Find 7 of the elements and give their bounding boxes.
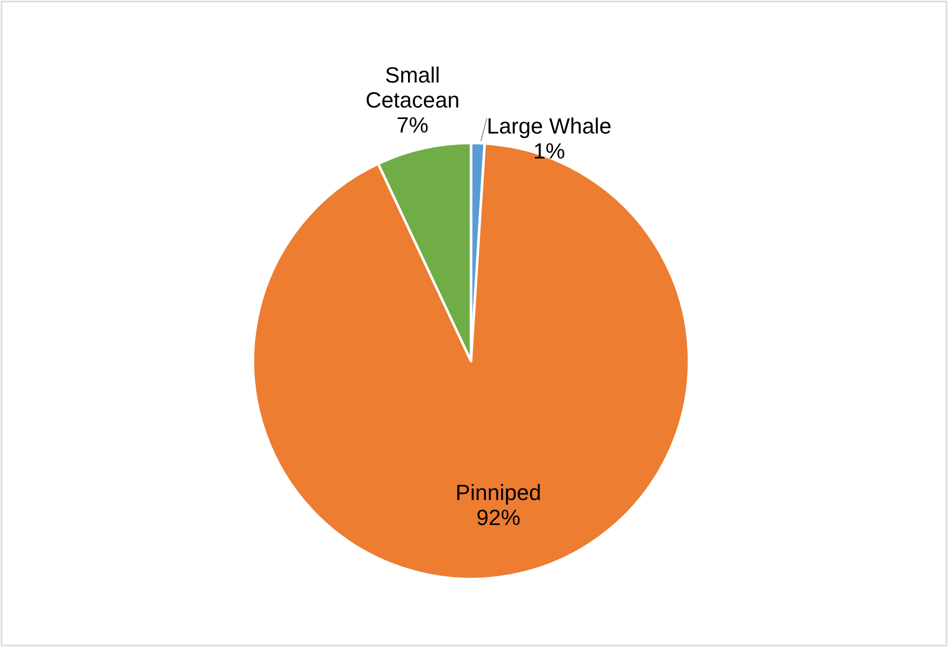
slice-label: Pinniped xyxy=(456,480,542,505)
data-label: 1% xyxy=(533,138,565,164)
pie-slice xyxy=(252,142,690,580)
data-label: 7% xyxy=(396,112,428,138)
slice-label: Small Cetacean xyxy=(365,62,460,112)
slice-label: Large Whale xyxy=(486,114,612,139)
data-label: 92% xyxy=(476,504,520,530)
